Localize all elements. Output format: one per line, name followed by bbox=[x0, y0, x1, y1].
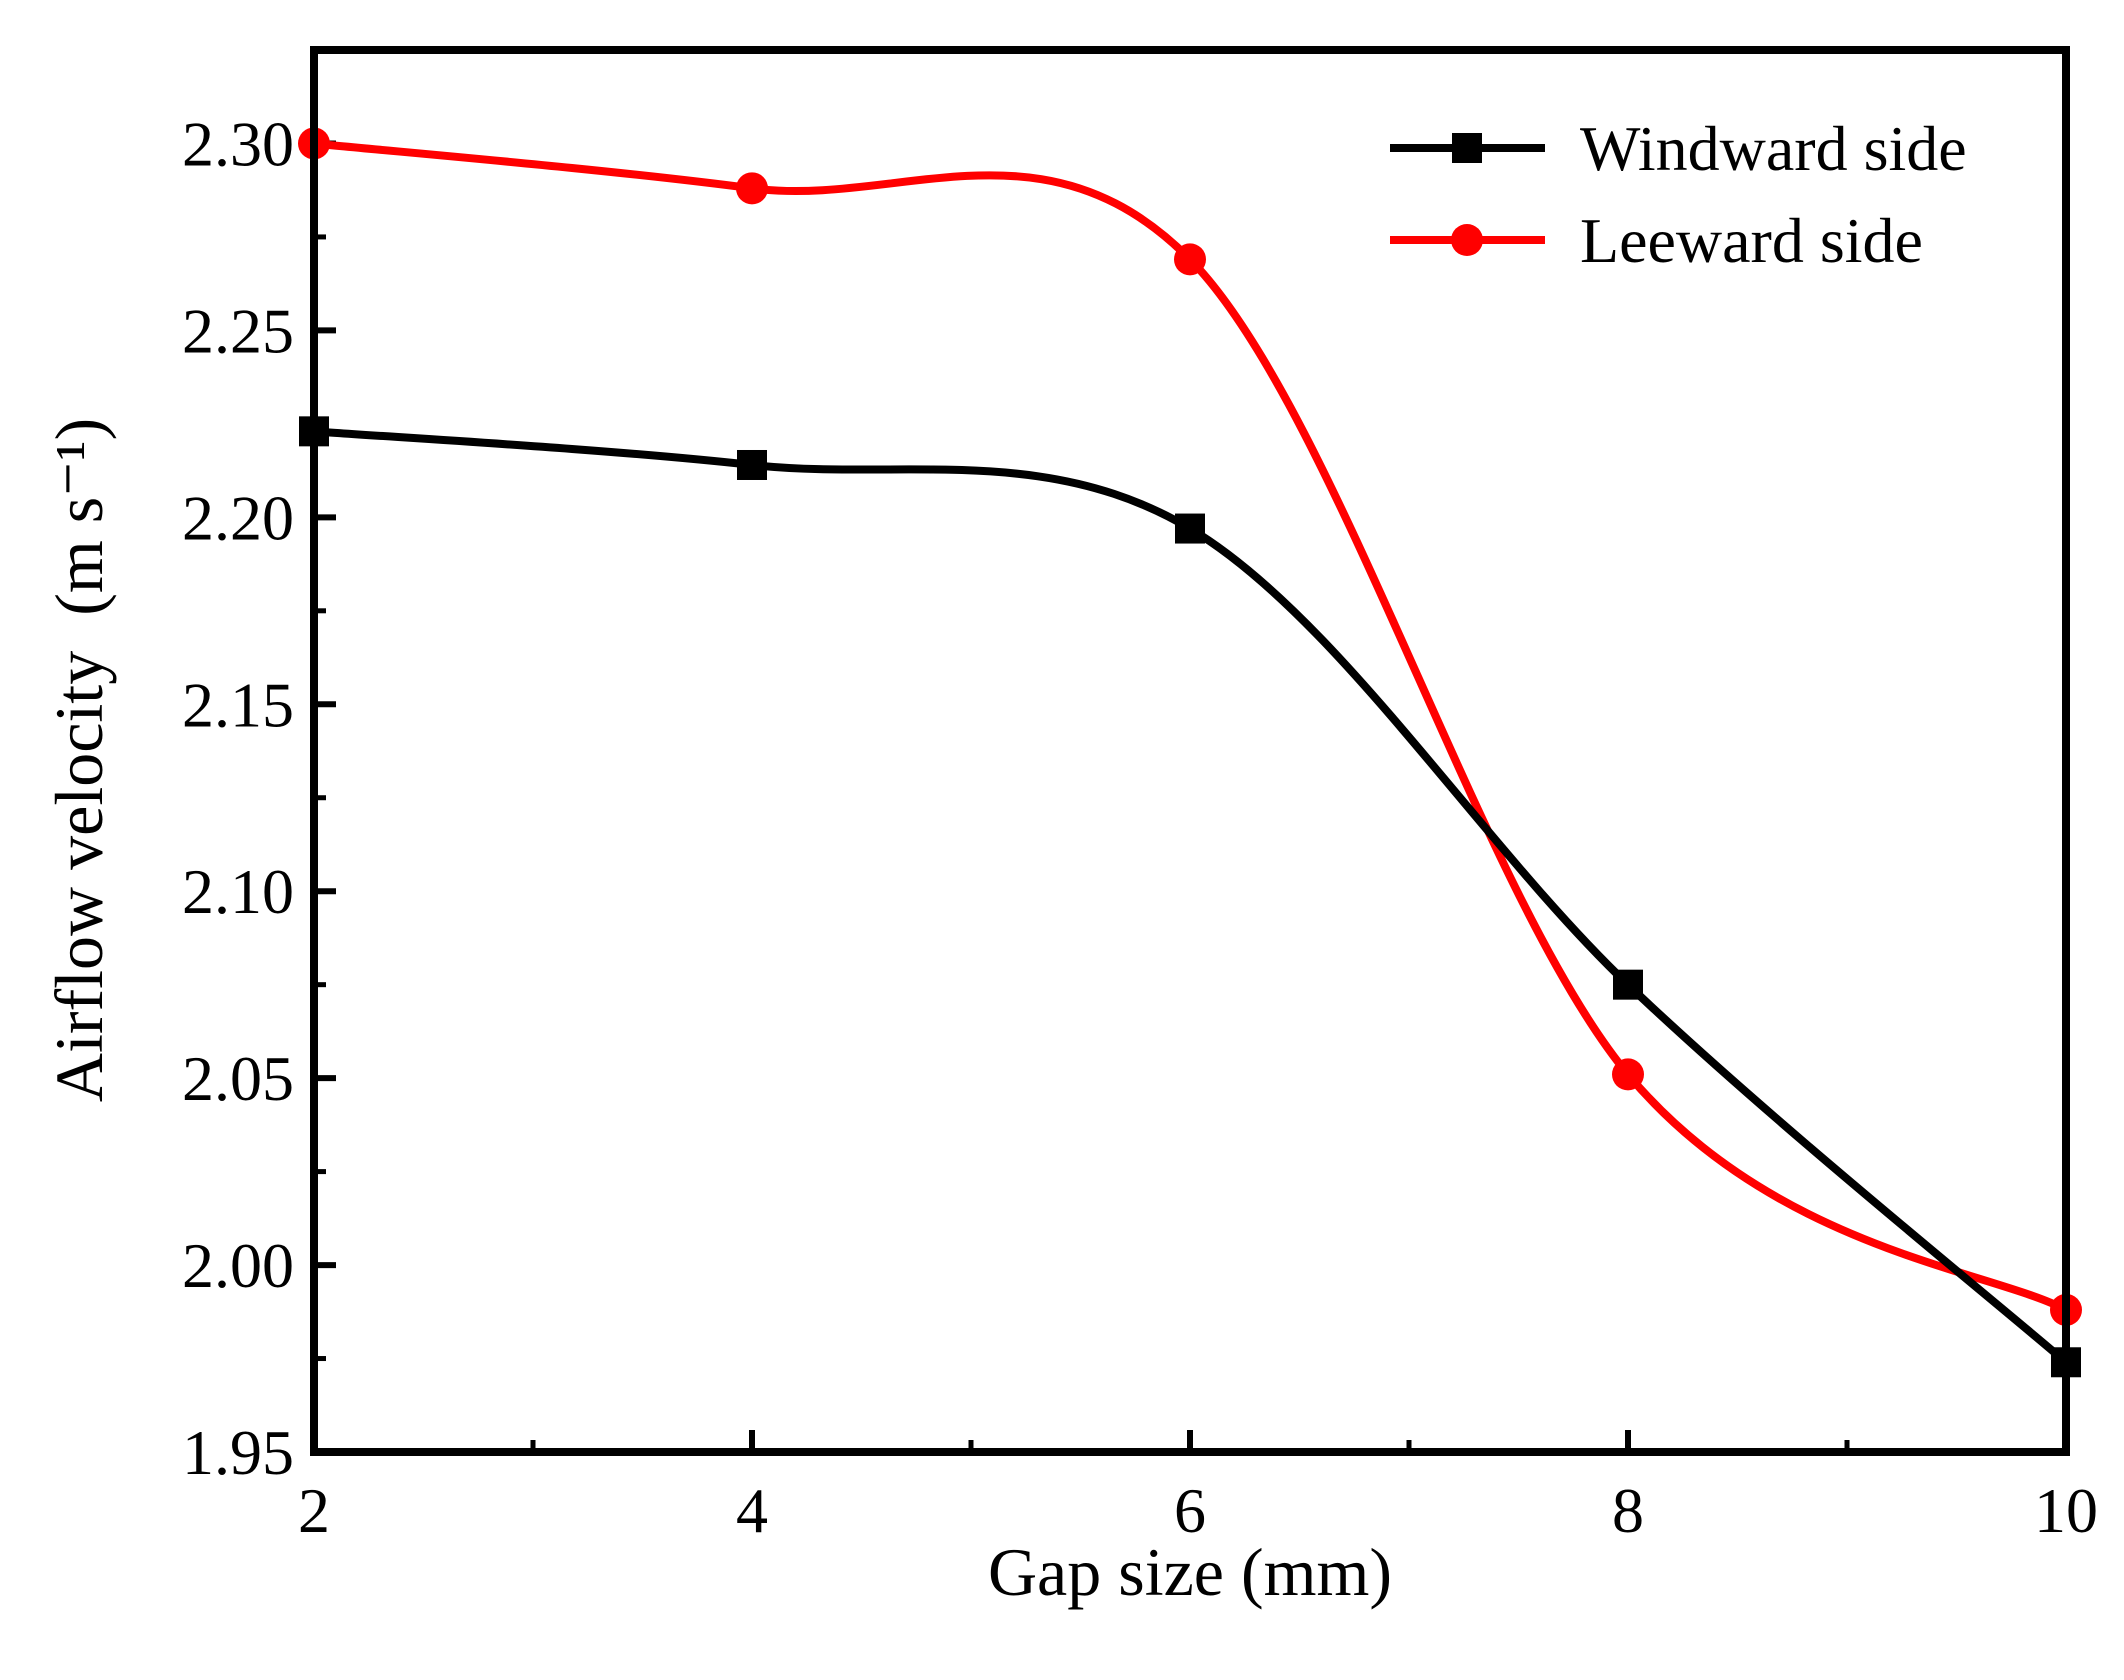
x-tick-label: 10 bbox=[2034, 1475, 2098, 1546]
x-tick-label: 4 bbox=[736, 1475, 768, 1546]
x-tick-label: 8 bbox=[1612, 1475, 1644, 1546]
y-axis-title: Airflow velocity (m s⁻¹) bbox=[41, 418, 117, 1102]
legend-item: Windward side bbox=[1390, 113, 1967, 184]
data-point bbox=[1613, 969, 1643, 1000]
y-tick-label: 2.25 bbox=[182, 295, 294, 366]
y-tick-label: 2.15 bbox=[182, 669, 294, 740]
x-tick-label: 2 bbox=[298, 1475, 330, 1546]
legend-marker bbox=[1451, 224, 1483, 256]
y-tick-label: 2.30 bbox=[182, 108, 294, 179]
legend-label: Windward side bbox=[1580, 113, 1967, 184]
series-layer bbox=[298, 127, 2082, 1378]
legend-marker bbox=[1452, 133, 1482, 163]
y-tick-label: 2.00 bbox=[182, 1230, 294, 1301]
series-leeward-side bbox=[298, 127, 2082, 1326]
svg-text:Airflow velocity (m s⁻¹): Airflow velocity (m s⁻¹) bbox=[41, 418, 117, 1102]
legend: Windward side Leeward side bbox=[1390, 113, 1967, 276]
y-axis-title-text: Airflow velocity bbox=[41, 651, 117, 1102]
ticks-layer: 2 4 6 8 10 1.95 2.00 2.05 2.10 2.15 2.20 2.25 2.30 bbox=[182, 47, 2098, 1546]
x-tick-label: 6 bbox=[1174, 1475, 1206, 1546]
y-tick-label: 2.20 bbox=[182, 482, 294, 553]
y-axis-title-unit: (m s⁻¹) bbox=[41, 418, 117, 616]
data-point bbox=[1175, 513, 1205, 544]
y-tick-label: 2.10 bbox=[182, 856, 294, 927]
x-axis-title: Gap size (mm) bbox=[988, 1534, 1392, 1610]
series-line bbox=[313, 427, 2069, 1366]
data-point bbox=[1174, 243, 1206, 276]
data-point bbox=[737, 449, 767, 480]
y-tick-label: 2.05 bbox=[182, 1043, 294, 1114]
legend-item: Leeward side bbox=[1390, 205, 1923, 276]
series-line bbox=[313, 139, 2068, 1314]
plot-frame bbox=[310, 46, 2070, 1456]
legend-label: Leeward side bbox=[1580, 205, 1923, 276]
data-point bbox=[736, 172, 768, 205]
data-point bbox=[1612, 1058, 1644, 1091]
y-tick-label: 1.95 bbox=[182, 1417, 294, 1488]
series-windward-side bbox=[299, 416, 2081, 1378]
